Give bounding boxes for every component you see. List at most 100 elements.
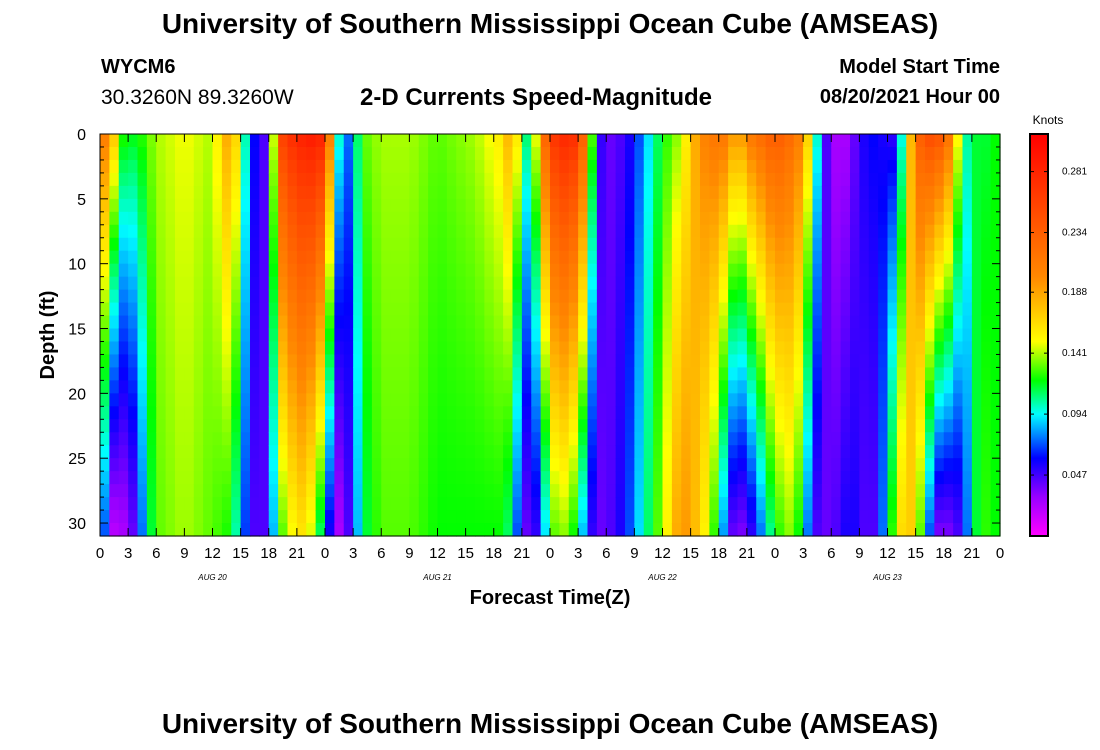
heatmap-cell [981, 146, 992, 161]
heatmap-cell [334, 419, 345, 433]
heatmap-cell [737, 419, 748, 433]
heatmap-cell [784, 484, 795, 498]
heatmap-cell [606, 237, 617, 252]
heatmap-cell [906, 406, 917, 420]
heatmap-cell [512, 406, 523, 420]
heatmap-cell [493, 445, 504, 459]
heatmap-cell [878, 185, 889, 200]
heatmap-cell [250, 497, 260, 511]
heatmap-cell [353, 237, 364, 252]
heatmap-cell [100, 237, 110, 252]
heatmap-cell [728, 146, 739, 161]
heatmap-cell [681, 276, 692, 291]
heatmap-cell [428, 406, 439, 420]
heatmap-cell [840, 367, 851, 381]
heatmap-cell [296, 211, 307, 226]
heatmap-cell [306, 471, 317, 485]
heatmap-cell [803, 354, 814, 369]
heatmap-cell [821, 159, 832, 174]
heatmap-cell [775, 484, 785, 498]
heatmap-cell [540, 510, 551, 524]
heatmap-cell [456, 523, 467, 537]
heatmap-cell [606, 484, 617, 498]
heatmap-cell [662, 289, 673, 304]
heatmap-cell [690, 510, 701, 524]
heatmap-cell [203, 341, 214, 356]
heatmap-cell [775, 354, 785, 369]
heatmap-cell [728, 367, 739, 381]
heatmap-cell [484, 289, 495, 304]
heatmap-cell [971, 367, 982, 381]
heatmap-cell [353, 172, 364, 187]
heatmap-cell [390, 185, 401, 200]
heatmap-cell [606, 458, 617, 472]
heatmap-cell [896, 185, 907, 200]
heatmap-cell [850, 159, 860, 174]
heatmap-cell [840, 419, 851, 433]
heatmap-cell [212, 159, 223, 174]
heatmap-cell [465, 237, 476, 252]
heatmap-cell [146, 484, 157, 498]
heatmap-cell [850, 471, 860, 485]
heatmap-cell [559, 159, 570, 174]
heatmap-cell [212, 224, 223, 239]
heatmap-cell [100, 484, 110, 498]
heatmap-cell [259, 432, 270, 446]
heatmap-cell [456, 419, 467, 433]
heatmap-cell [606, 172, 617, 187]
heatmap-cell [540, 250, 551, 265]
heatmap-cell [240, 484, 251, 498]
heatmap-cell [465, 289, 476, 304]
heatmap-cell [793, 263, 804, 278]
heatmap-cell [981, 224, 992, 239]
heatmap-cell [887, 172, 898, 187]
heatmap-cell [165, 432, 176, 446]
heatmap-cell [709, 224, 720, 239]
heatmap-cell [418, 237, 429, 252]
heatmap-cell [137, 172, 148, 187]
heatmap-cell [109, 224, 120, 239]
heatmap-cell [868, 458, 879, 472]
heatmap-cell [203, 315, 214, 330]
heatmap-cell [512, 198, 523, 213]
heatmap-cell [887, 497, 898, 511]
heatmap-cell [109, 445, 120, 459]
heatmap-cell [746, 471, 757, 485]
heatmap-cell [531, 445, 542, 459]
heatmap-cell [362, 185, 373, 200]
heatmap-cell [193, 315, 204, 330]
heatmap-cell [587, 419, 598, 433]
heatmap-cell [559, 406, 570, 420]
heatmap-cell [568, 367, 579, 381]
heatmap-cell [803, 432, 814, 446]
heatmap-cell [409, 341, 420, 356]
heatmap-cell [906, 419, 917, 433]
heatmap-cell [559, 134, 570, 148]
heatmap-cell [653, 263, 664, 278]
heatmap-cell [100, 380, 110, 394]
heatmap-cell [943, 406, 954, 420]
heatmap-cell [493, 393, 504, 407]
heatmap-cell [325, 458, 335, 472]
heatmap-cell [746, 263, 757, 278]
heatmap-cell [578, 224, 589, 239]
heatmap-cell [821, 419, 832, 433]
heatmap-cell [446, 263, 457, 278]
heatmap-cell [325, 341, 335, 356]
heatmap-cell [718, 211, 729, 226]
heatmap-cell [662, 302, 673, 317]
heatmap-cell [465, 159, 476, 174]
heatmap-cell [831, 224, 842, 239]
heatmap-cell [362, 263, 373, 278]
heatmap-cell [896, 419, 907, 433]
heatmap-cell [278, 354, 289, 369]
heatmap-cell [156, 393, 167, 407]
heatmap-cell [259, 445, 270, 459]
heatmap-cell [381, 211, 392, 226]
heatmap-cell [756, 315, 767, 330]
heatmap-cell [334, 523, 345, 537]
heatmap-cell [343, 211, 354, 226]
heatmap-cell [446, 172, 457, 187]
heatmap-cell [325, 406, 335, 420]
heatmap-cell [765, 237, 776, 252]
